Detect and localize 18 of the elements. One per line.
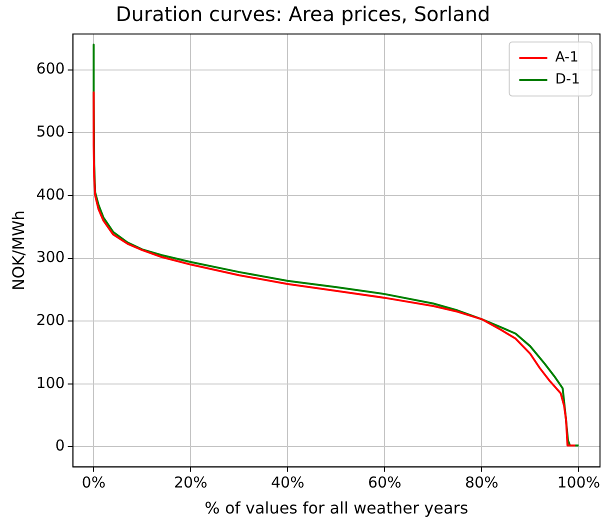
x-tick-label: 80% [464,474,498,492]
y-tick-label: 200 [36,310,65,329]
y-tick-label: 0 [55,436,65,455]
chart-title: Duration curves: Area prices, Sorland [116,2,490,26]
x-tick-label: 20% [174,474,208,492]
y-tick-label: 300 [36,248,65,266]
y-tick-label: 400 [36,185,65,204]
x-tick-label: 100% [557,474,600,492]
legend-label: D-1 [555,72,580,88]
x-tick-label: 40% [271,474,304,492]
legend-label: A-1 [555,50,578,66]
x-axis-title: % of values for all weather years [204,498,468,518]
y-axis-title: NOK/MWh [8,210,28,291]
x-tick-label: 0% [82,474,106,492]
y-tick-label: 600 [36,60,65,78]
x-tick-label: 60% [368,474,402,492]
y-tick-label: 500 [36,122,65,141]
y-tick-label: 100 [36,374,65,392]
